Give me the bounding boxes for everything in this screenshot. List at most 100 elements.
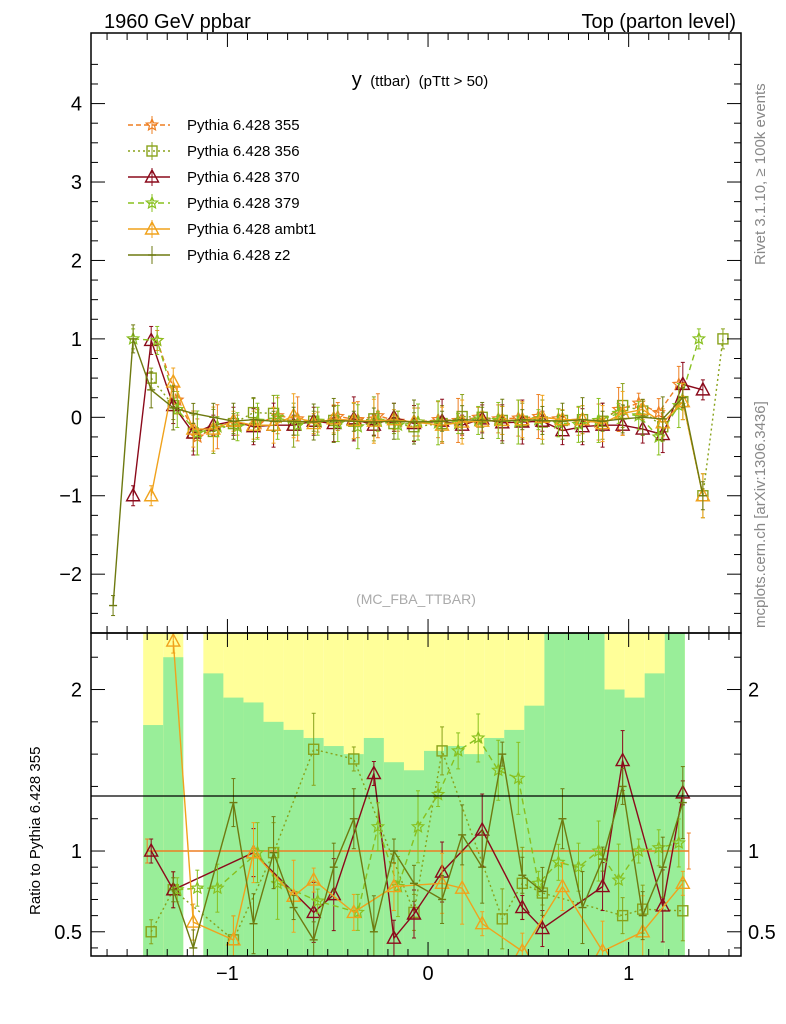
- legend-marker-0: [144, 117, 160, 132]
- band-green-25: [644, 673, 665, 956]
- legend: Pythia 6.428 355 Pythia 6.428 356 Pythia 6…: [128, 116, 316, 264]
- ratio-point-3-10: [430, 786, 446, 801]
- axis-ticks: [91, 33, 741, 956]
- x-tick-label: 0: [422, 963, 433, 985]
- ratio-point-2-11: [534, 920, 551, 935]
- main-y-tick-label: 3: [71, 172, 82, 194]
- ratio-point-4-5: [306, 871, 322, 886]
- band-green-21: [564, 633, 585, 956]
- ratio-point-3-1: [190, 880, 205, 895]
- ratio-point-2-7: [406, 905, 422, 920]
- band-green-20: [544, 633, 565, 956]
- legend-marker-4: [144, 220, 160, 235]
- ratio-point-3-12: [471, 730, 486, 745]
- header-left: 1960 GeV ppbar: [104, 11, 251, 33]
- side-label-rivet: Rivet 3.1.10, ≥ 100k events: [752, 83, 769, 265]
- legend-label-1: Pythia 6.428 356: [187, 143, 300, 160]
- ratio-point-3-9: [410, 819, 426, 833]
- ratio-point-3-20: [631, 843, 646, 858]
- ratio-point-2-6: [386, 929, 402, 944]
- ratio-point-4-0: [165, 633, 181, 647]
- ratio-point-3-19: [611, 872, 626, 887]
- ratio-y-tick-label-right: 2: [748, 680, 759, 702]
- band-green-14: [424, 750, 445, 956]
- main-y-tick-label: 0: [71, 407, 82, 429]
- ratio-point-4-11: [515, 942, 530, 956]
- main-point-2-0: [125, 487, 141, 502]
- ratio-point-4-2: [225, 931, 242, 946]
- band-green-22: [584, 633, 605, 956]
- analysis-watermark: (MC_FBA_TTBAR): [356, 591, 476, 607]
- main-line-4: [150, 379, 704, 496]
- main-point-4-0: [143, 487, 159, 502]
- ratio-point-1-4: [307, 743, 320, 755]
- ratio-series-3: [170, 713, 686, 931]
- ratio-point-4-13: [595, 942, 610, 956]
- ratio-point-4-3: [245, 844, 262, 859]
- legend-label-5: Pythia 6.428 z2: [187, 247, 290, 264]
- legend-marker-3: [144, 195, 160, 210]
- plot-title-cut: (pTtt > 50): [419, 73, 489, 90]
- ratio-point-1-7: [436, 745, 448, 757]
- main-y-tick-label: −2: [59, 564, 82, 586]
- ratio-line-1: [150, 748, 683, 942]
- ratio-panel-frame: [90, 632, 742, 957]
- legend-label-3: Pythia 6.428 379: [187, 195, 300, 212]
- band-green-0: [143, 725, 164, 956]
- ratio-series-5: [169, 741, 687, 956]
- ratio-point-2-5: [366, 765, 382, 780]
- ratio-point-4-1: [185, 913, 201, 928]
- main-point-3-28: [691, 331, 707, 345]
- band-green-3: [203, 673, 224, 956]
- ratio-point-1-13: [677, 905, 689, 917]
- ratio-point-3-17: [571, 859, 586, 874]
- x-tick-label: −1: [216, 963, 239, 985]
- ratio-point-4-15: [675, 874, 691, 890]
- ratio-point-3-22: [671, 835, 686, 850]
- ratio-point-4-6: [346, 903, 362, 919]
- main-y-tick-label: −1: [59, 486, 82, 508]
- ratio-point-4-7: [386, 878, 402, 893]
- main-line-1: [150, 338, 724, 496]
- band-green-19: [524, 705, 545, 956]
- ratio-point-1-5: [348, 753, 360, 765]
- plot-title: y (ttbar) (pTtt > 50): [352, 69, 489, 91]
- ratio-point-2-10: [514, 899, 531, 914]
- main-y-tick-label: 4: [71, 94, 82, 116]
- header-right: Top (parton level): [581, 11, 736, 33]
- ratio-y-tick-label: 2: [71, 680, 82, 702]
- plot-title-sub: (ttbar): [370, 73, 410, 90]
- main-point-2-28: [695, 381, 711, 396]
- ratio-point-3-14: [511, 770, 526, 785]
- band-green-24: [624, 697, 645, 956]
- main-series-4: [143, 367, 711, 519]
- ratio-point-3-7: [370, 819, 386, 833]
- ratio-point-2-0: [143, 842, 159, 857]
- ratio-y-tick-label-right: 0.5: [748, 922, 776, 944]
- ratio-panel-series: [143, 633, 691, 956]
- side-label-mcplots: mcplots.cern.ch [arXiv:1306.3436]: [752, 401, 769, 628]
- main-point-4-3: [205, 420, 222, 435]
- ratio-y-tick-label-right: 1: [748, 841, 759, 863]
- main-y-tick-label: 2: [71, 250, 82, 272]
- axis-tick-labels: −1 0 1 −2 −1 0 1 2 3 4 0.5 0.5 1 1 2 2: [54, 94, 776, 985]
- legend-label-0: Pythia 6.428 355: [187, 117, 300, 134]
- plot-title-main: y: [352, 69, 362, 91]
- ratio-point-4-12: [554, 878, 571, 893]
- legend-label-2: Pythia 6.428 370: [187, 169, 300, 186]
- x-tick-label: 1: [623, 963, 634, 985]
- ratio-y-axis-label: Ratio to Pythia 6.428 355: [27, 747, 44, 915]
- ratio-point-3-11: [450, 743, 466, 757]
- legend-marker-1: [146, 145, 158, 157]
- band-green-17: [484, 737, 505, 956]
- ratio-point-2-3: [306, 903, 322, 919]
- ratio-point-3-5: [310, 893, 325, 908]
- ratio-point-3-16: [551, 854, 566, 869]
- main-point-3-1: [150, 332, 165, 347]
- main-y-tick-label: 1: [71, 329, 82, 351]
- ratio-line-3: [177, 737, 679, 914]
- ratio-point-2-14: [655, 897, 671, 912]
- ratio-point-2-12: [594, 878, 611, 893]
- band-green-26: [664, 633, 685, 956]
